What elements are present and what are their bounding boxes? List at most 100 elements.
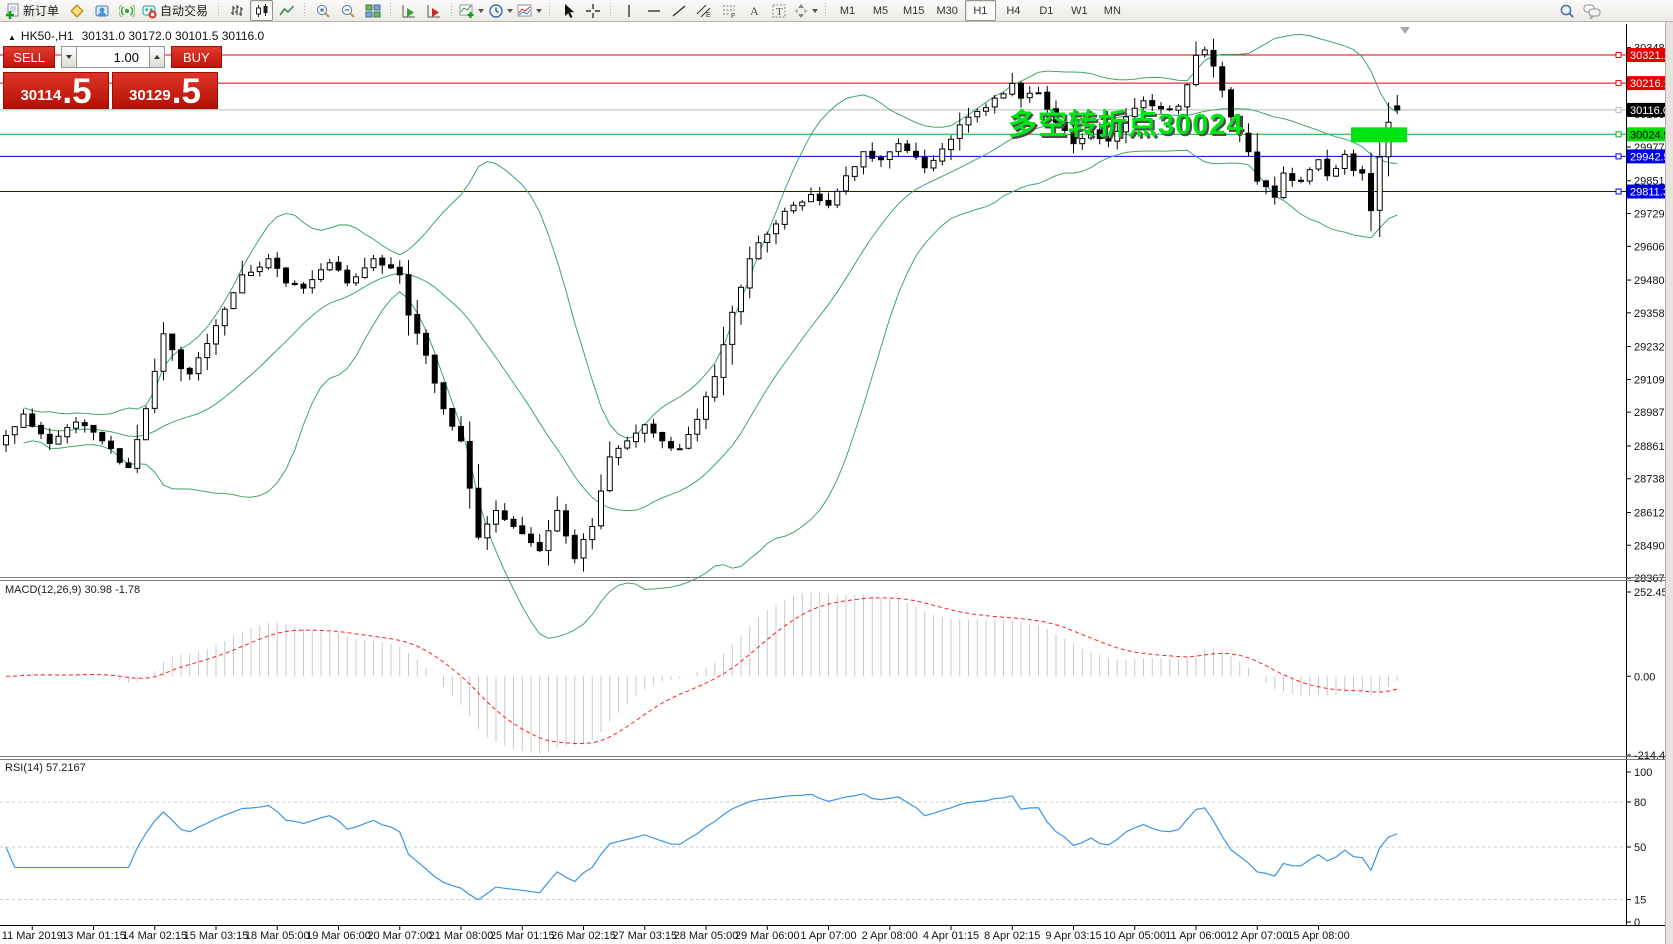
- chat-button[interactable]: [1580, 0, 1603, 21]
- annotation-marker[interactable]: [1351, 127, 1407, 143]
- timeframe-d1[interactable]: D1: [1039, 4, 1054, 17]
- time-axis-label: 11 Apr 06:00: [1165, 930, 1227, 942]
- price-hlines[interactable]: [0, 54, 1626, 192]
- trendline-button[interactable]: [667, 0, 690, 21]
- timeframe-m15[interactable]: M15: [903, 4, 925, 17]
- volume-decrease-button[interactable]: [61, 46, 77, 68]
- macd-signal-line: [5, 597, 1398, 745]
- community-icon: [95, 5, 109, 16]
- sell-button[interactable]: SELL: [3, 46, 56, 68]
- hline-price-text: 29811.3: [1630, 186, 1669, 198]
- timeframe-m1[interactable]: M1: [839, 4, 856, 17]
- window-right-edge: [1665, 22, 1673, 944]
- arrows-button[interactable]: [792, 0, 819, 21]
- toolbar-grip: [823, 3, 829, 18]
- volume-increase-button[interactable]: [148, 46, 165, 68]
- time-axis-label: 21 Mar 08:00: [429, 930, 494, 942]
- price-tick-label: 29729.0: [1634, 209, 1673, 221]
- time-axis-label: 19 Mar 06:00: [306, 930, 371, 942]
- crosshair-icon: [585, 3, 600, 18]
- text-button[interactable]: A: [742, 0, 765, 21]
- buy-quote-button[interactable]: 30129.5: [112, 72, 218, 109]
- zoom-out-icon: [341, 4, 355, 18]
- market-button[interactable]: [65, 0, 88, 21]
- hline-handle[interactable]: [1615, 188, 1622, 195]
- buy-button[interactable]: BUY: [170, 46, 222, 68]
- collapse-arrow-icon[interactable]: ▲: [8, 33, 16, 42]
- autotrading-button[interactable]: 自动交易: [140, 0, 212, 21]
- hline-handle[interactable]: [1615, 131, 1622, 138]
- svg-text:F: F: [731, 13, 735, 19]
- time-axis-label: 15 Mar 03:15: [184, 930, 249, 942]
- macd-axis-label: 252.45: [1634, 587, 1668, 599]
- svg-text:A: A: [750, 4, 759, 18]
- bar-chart-button[interactable]: [225, 0, 248, 21]
- horizontal-line-button[interactable]: [642, 0, 665, 21]
- zoom-out-button[interactable]: [336, 0, 359, 21]
- indicators-caret: [478, 8, 485, 13]
- hline-price-badge: [1627, 184, 1671, 199]
- price-tick-label: 29358.0: [1634, 308, 1673, 320]
- timeframe-mn[interactable]: MN: [1103, 4, 1121, 17]
- line-chart-button[interactable]: [275, 0, 298, 21]
- timeframe-w1[interactable]: W1: [1071, 4, 1088, 17]
- toolbar-grip: [547, 3, 553, 18]
- timeframe-m5[interactable]: M5: [872, 4, 889, 17]
- auto-scroll-button[interactable]: [397, 0, 420, 21]
- rsi-panel: 100 80 50 15 0: [0, 767, 1652, 929]
- crosshair-button[interactable]: [581, 0, 604, 21]
- arrows-icon: [794, 3, 809, 18]
- hline-handle[interactable]: [1615, 106, 1622, 113]
- fibonacci-button[interactable]: F: [717, 0, 740, 21]
- sell-quote-button[interactable]: 30114.5: [3, 72, 109, 109]
- timeframe-h4[interactable]: H4: [1006, 4, 1021, 17]
- search-button[interactable]: [1555, 0, 1578, 21]
- one-click-trading-panel: SELL BUY 30114.5 30129.5: [3, 46, 222, 109]
- periods-button[interactable]: [487, 0, 514, 21]
- hline-handle[interactable]: [1615, 52, 1622, 59]
- chart-shift-button[interactable]: [422, 0, 445, 21]
- vertical-line-button[interactable]: [617, 0, 640, 21]
- volume-input[interactable]: [76, 46, 149, 68]
- symbol-period-label: HK50-,H1: [20, 29, 74, 43]
- horizontal-line-icon: [647, 9, 660, 12]
- templates-caret: [536, 8, 543, 13]
- price-tick-label: 29109.5: [1634, 374, 1673, 386]
- text-icon: A: [750, 4, 759, 18]
- toolbar-grip: [608, 3, 614, 18]
- toolbar-grip: [302, 3, 308, 18]
- indicators-button[interactable]: [458, 0, 485, 21]
- hline-handle[interactable]: [1615, 153, 1622, 160]
- macd-axis-label: -214.47: [1634, 750, 1671, 762]
- chart-annotation-text[interactable]: 多空转折点30024: [1008, 109, 1244, 141]
- chart-shift-marker[interactable]: [1400, 27, 1410, 34]
- annotation-highlight-marker[interactable]: [1351, 127, 1407, 143]
- time-axis-label: 8 Apr 02:15: [984, 930, 1040, 942]
- candlestick-chart-button[interactable]: [250, 0, 274, 21]
- hline-price-badge: [1627, 102, 1671, 117]
- tile-windows-icon: [365, 4, 381, 17]
- rsi-axis-label: 50: [1634, 842, 1646, 854]
- timeframe-m30[interactable]: M30: [936, 4, 958, 17]
- signals-icon: [118, 4, 135, 17]
- hline-handle[interactable]: [1615, 80, 1622, 87]
- price-tick-label: 28987.0: [1634, 407, 1673, 419]
- cursor-button[interactable]: [556, 0, 579, 21]
- new-order-button[interactable]: 新订单: [3, 0, 63, 21]
- price-tick-label: 28612.5: [1634, 507, 1673, 519]
- text-label-button[interactable]: T: [767, 0, 790, 21]
- macd-panel: 252.45 0.00 -214.47: [5, 587, 1671, 762]
- zoom-in-button[interactable]: [311, 0, 334, 21]
- chart-shift-icon: [427, 4, 440, 17]
- templates-button[interactable]: [516, 0, 543, 21]
- tile-windows-button[interactable]: [361, 0, 384, 21]
- community-button[interactable]: [90, 0, 113, 21]
- hline-price-text: 30024.9: [1630, 129, 1670, 141]
- equidistant-channel-button[interactable]: E: [692, 0, 715, 21]
- time-axis-label: 2 Apr 08:00: [862, 930, 918, 942]
- rsi-axis-label: 15: [1634, 895, 1646, 907]
- timeframe-h1[interactable]: H1: [964, 0, 996, 21]
- signals-button[interactable]: [115, 0, 138, 21]
